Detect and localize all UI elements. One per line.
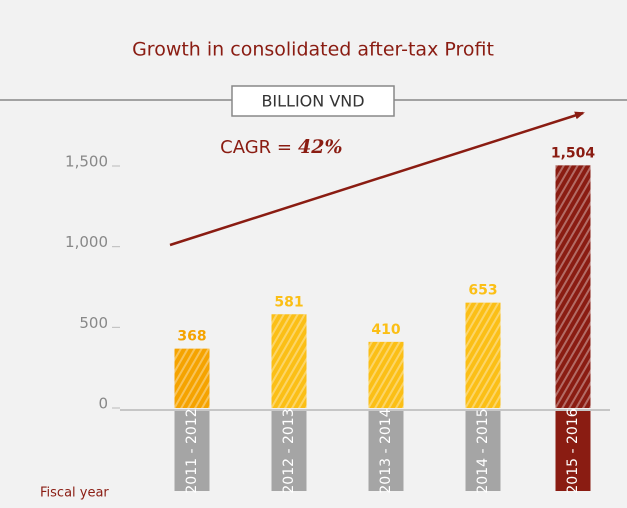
value-label: 581 [274, 294, 303, 310]
annotation: CAGR = [220, 137, 292, 158]
x-tick-label: 2012 - 2013 [281, 408, 297, 493]
category-box [271, 411, 307, 491]
y-tick-label: 500 [79, 314, 108, 332]
unit-box [231, 85, 395, 117]
x-tick-label: 2015 - 2016 [565, 408, 581, 493]
chart-title: Growth in consolidated after-tax Profit [132, 39, 494, 61]
x-tick-label: 2011 - 2012 [184, 408, 200, 493]
y-tick-label: 0 [98, 395, 108, 413]
x-tick-label: 2014 - 2015 [475, 408, 491, 493]
bar-hatch [368, 341, 404, 408]
bar-hatch [271, 314, 307, 408]
x-axis-label: Fiscal year [40, 486, 109, 501]
y-tick-label: 1,500 [65, 153, 108, 171]
category-box [465, 411, 501, 491]
value-label: 368 [177, 329, 206, 345]
category-box [555, 411, 591, 491]
y-tick-label: 1,000 [65, 233, 108, 251]
value-label: 1,504 [551, 145, 596, 161]
unit-label: BILLION VND [261, 92, 364, 111]
x-tick-label: 2013 - 2014 [378, 408, 394, 493]
bar-hatch [465, 302, 501, 408]
trend-arrow [169, 111, 585, 247]
annotation-value: 42% [298, 136, 343, 158]
category-box [174, 411, 210, 491]
value-label: 410 [371, 322, 400, 338]
bar-hatch [174, 348, 210, 408]
category-box [368, 411, 404, 491]
value-label: 653 [468, 283, 497, 299]
bar-hatch [555, 165, 591, 408]
